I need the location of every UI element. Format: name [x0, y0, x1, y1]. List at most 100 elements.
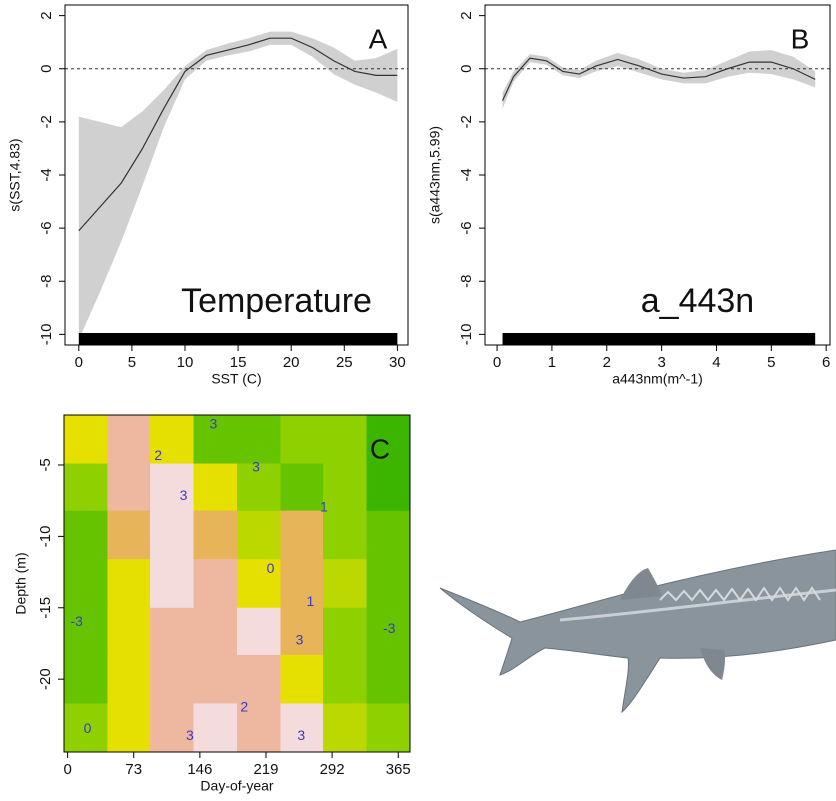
contour-label: 2 — [240, 698, 248, 714]
x-tick-label: 6 — [822, 354, 830, 371]
x-tick-label: 5 — [767, 354, 775, 371]
rug — [503, 333, 816, 345]
heat-cell — [194, 511, 238, 560]
contour-label: 3 — [210, 416, 218, 432]
contour-label: 0 — [84, 720, 92, 736]
heat-cell — [280, 415, 324, 464]
x-tick-label: 292 — [320, 761, 345, 778]
y-axis-label: Depth (m) — [13, 552, 29, 614]
x-tick-label: 0 — [493, 354, 501, 371]
contour-label: -3 — [70, 613, 83, 629]
y-axis-label: s(SST,4.83) — [7, 138, 23, 211]
sturgeon-image — [440, 550, 836, 712]
heat-cell — [194, 655, 238, 704]
heat-cell — [367, 559, 411, 608]
heat-cell — [237, 415, 281, 464]
y-tick-label: -6 — [38, 221, 55, 234]
heat-cell — [64, 464, 108, 513]
x-tick-label: 2 — [603, 354, 611, 371]
heat-cell — [280, 464, 324, 513]
y-tick-label: -10 — [458, 324, 475, 346]
heat-cell — [64, 559, 108, 608]
y-tick-label: -4 — [38, 168, 55, 181]
y-tick-label: -10 — [38, 324, 55, 346]
y-tick-label: 0 — [38, 65, 55, 73]
contour-label: 3 — [186, 727, 194, 743]
heat-cell — [107, 559, 151, 608]
heat-cell — [237, 511, 281, 560]
rug — [79, 333, 398, 345]
contour-label: 1 — [320, 499, 328, 515]
y-axis-label: s(a443nm,5.99) — [427, 126, 443, 224]
contour-label: 3 — [297, 727, 305, 743]
heat-cell — [107, 415, 151, 464]
contour-label: 0 — [267, 560, 275, 576]
heat-cell — [194, 608, 238, 657]
heat-cell — [367, 464, 411, 513]
x-tick-label: 0 — [75, 354, 83, 371]
heat-cell — [280, 511, 324, 560]
y-tick-label: 0 — [458, 65, 475, 73]
heat-cell — [367, 511, 411, 560]
annotation: Temperature — [181, 282, 372, 320]
y-tick-label: 2 — [38, 11, 55, 19]
panel-letter: C — [370, 433, 390, 464]
contour-label: 1 — [306, 593, 314, 609]
heat-cell — [194, 703, 238, 752]
y-tick-label: 2 — [458, 11, 475, 19]
heat-cell — [237, 608, 281, 657]
heat-cell — [323, 608, 367, 657]
x-tick-label: 25 — [336, 354, 353, 371]
x-tick-label: 5 — [128, 354, 136, 371]
panel-letter: B — [791, 23, 810, 54]
heat-cell — [194, 559, 238, 608]
x-axis-label: SST (C) — [211, 371, 261, 387]
y-tick-label: -4 — [458, 168, 475, 181]
y-tick-label: -5 — [37, 458, 54, 471]
heat-cell — [323, 559, 367, 608]
contour-label: 2 — [154, 447, 162, 463]
x-tick-label: 219 — [253, 761, 278, 778]
x-tick-label: 10 — [177, 354, 194, 371]
heat-cell — [323, 703, 367, 752]
heat-cell — [280, 655, 324, 704]
heat-cell — [150, 608, 194, 657]
plot-area: 323310132330-3-3 — [64, 415, 411, 753]
panel-letter: A — [369, 23, 388, 54]
x-tick-label: 30 — [389, 354, 406, 371]
heat-cell — [107, 703, 151, 752]
heat-cell — [323, 415, 367, 464]
x-tick-label: 73 — [125, 761, 142, 778]
heat-cell — [64, 655, 108, 704]
x-axis-label: a443nm(m^-1) — [612, 371, 703, 387]
contour-label: 3 — [252, 459, 260, 475]
x-axis-label: Day-of-year — [200, 778, 273, 794]
heat-cell — [237, 655, 281, 704]
x-tick-label: 146 — [187, 761, 212, 778]
x-tick-label: 20 — [283, 354, 300, 371]
heat-cell — [194, 464, 238, 513]
y-tick-label: -20 — [37, 668, 54, 690]
heat-cell — [107, 511, 151, 560]
confidence-band — [503, 50, 816, 108]
y-tick-label: -10 — [37, 526, 54, 548]
y-tick-label: -6 — [458, 221, 475, 234]
x-tick-label: 15 — [230, 354, 247, 371]
y-tick-label: -2 — [458, 115, 475, 128]
x-tick-label: 4 — [712, 354, 720, 371]
heat-cell — [367, 655, 411, 704]
heat-cell — [107, 608, 151, 657]
x-tick-label: 3 — [657, 354, 665, 371]
heat-cell — [150, 511, 194, 560]
heat-cell — [323, 511, 367, 560]
y-tick-label: -8 — [458, 275, 475, 288]
contour-label: -3 — [383, 620, 396, 636]
heat-cell — [280, 559, 324, 608]
annotation: a_443n — [641, 282, 754, 320]
heat-cell — [367, 703, 411, 752]
x-tick-label: 0 — [63, 761, 71, 778]
y-tick-label: -8 — [38, 275, 55, 288]
heat-cell — [64, 415, 108, 464]
y-tick-label: -2 — [38, 115, 55, 128]
